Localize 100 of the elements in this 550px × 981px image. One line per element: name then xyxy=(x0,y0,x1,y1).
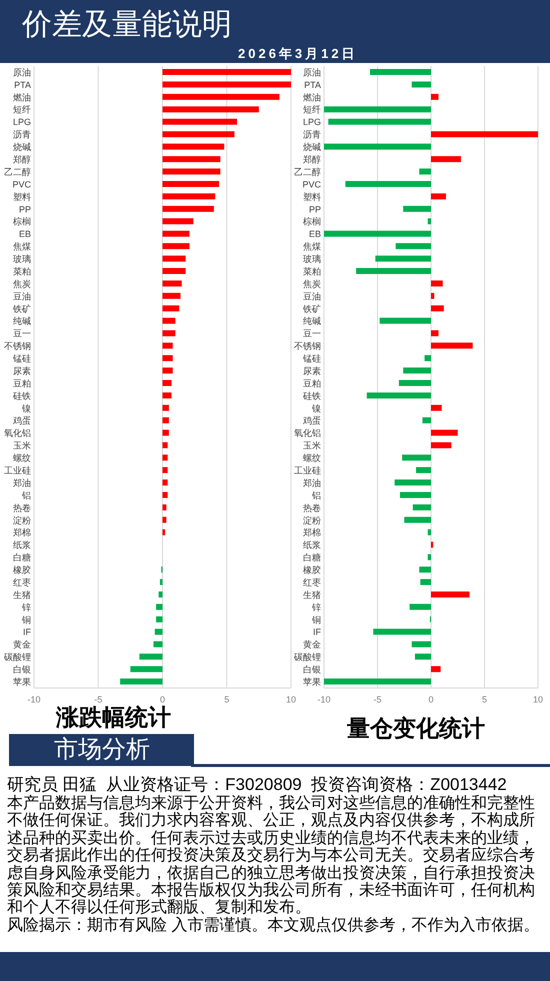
y-tick-label: 郑棉 xyxy=(303,528,321,538)
bar xyxy=(162,106,259,112)
bar xyxy=(414,654,431,660)
bar xyxy=(162,180,220,187)
y-tick-label: 纯碱 xyxy=(13,316,31,326)
y-tick-label: 尿素 xyxy=(13,366,31,376)
y-tick-label: 短纤 xyxy=(13,104,31,115)
y-tick-label: LPG xyxy=(302,117,321,128)
y-tick-label: 硅铁 xyxy=(302,390,321,401)
y-tick-label: 玻璃 xyxy=(303,254,321,264)
bar xyxy=(162,355,173,362)
bar xyxy=(162,81,291,88)
y-tick-label: 玉米 xyxy=(303,440,321,451)
y-tick-label: 短纤 xyxy=(303,104,321,115)
bar xyxy=(162,404,169,411)
bar xyxy=(162,305,180,312)
y-tick-label: 豆粕 xyxy=(13,378,31,388)
bar xyxy=(162,504,166,510)
y-tick-label: 白银 xyxy=(303,664,321,675)
bar xyxy=(403,206,431,212)
y-tick-label: 热卷 xyxy=(303,502,321,513)
y-tick-label: 尿素 xyxy=(303,366,321,376)
y-tick-label: 白糖 xyxy=(303,552,321,563)
y-tick-label: 原油 xyxy=(13,67,31,78)
y-tick-label: 不锈钢 xyxy=(4,341,31,352)
x-tick-label: 5 xyxy=(482,694,488,704)
y-tick-label: 烧碱 xyxy=(303,142,321,152)
bar xyxy=(162,430,169,436)
y-tick-label: 乙二醇 xyxy=(294,166,321,177)
y-tick-label: 硅铁 xyxy=(12,390,31,401)
y-tick-label: IF xyxy=(313,627,322,638)
bar xyxy=(416,467,431,474)
y-tick-label: PTA xyxy=(14,80,31,90)
bar xyxy=(162,330,176,336)
y-tick-label: 棕榈 xyxy=(303,216,321,227)
bar xyxy=(162,492,168,498)
y-tick-label: 烧碱 xyxy=(13,142,31,152)
x-tick-label: -10 xyxy=(317,694,331,704)
bar xyxy=(156,616,162,622)
y-tick-label: 沥青 xyxy=(303,130,321,140)
bar xyxy=(431,666,441,672)
bar xyxy=(162,168,220,175)
y-tick-label: 工业硅 xyxy=(294,465,321,476)
y-tick-label: 郑醇 xyxy=(13,154,31,164)
y-tick-label: IF xyxy=(23,627,32,638)
y-tick-label: 螺纹 xyxy=(13,453,31,464)
text: 本产品数据与信息均来源于公开资料，我公司对这些信息的准确性和完整性不做任何保证。我们力求内容客观、公正，观点及内容仅供参考，不构成所述品种的买卖出价。任何表示过去或历史业绩的信息均不代表未来的业绩，交易者据此作出的任何投资决策及交易行为与本公司无关。交易者应综合考虑自身风险承受能力，依据自己的独立思考做出投资决策，自行承担投资决策风险和交易结果。本报告版权仅为我公司所有，未经书面许可，任何机构和个人不得以任何形式翻版、复制和发布。 xyxy=(7,795,536,916)
y-tick-label: 锰硅 xyxy=(12,354,31,364)
y-tick-label: 氧化铝 xyxy=(4,428,31,438)
y-tick-label: 铁矿 xyxy=(12,304,31,314)
bar xyxy=(324,106,431,112)
y-tick-label: 塑料 xyxy=(13,192,31,202)
y-tick-label: 焦煤 xyxy=(303,242,321,252)
y-tick-label: 焦炭 xyxy=(303,278,321,289)
y-tick-label: 淀粉 xyxy=(303,515,321,526)
bar xyxy=(324,230,431,237)
bar xyxy=(431,131,538,138)
x-tick-label: 0 xyxy=(160,694,166,704)
bar xyxy=(162,342,173,349)
y-tick-label: 鸡蛋 xyxy=(302,416,321,426)
x-tick-label: 10 xyxy=(532,694,544,704)
y-tick-label: 淀粉 xyxy=(13,515,31,526)
y-tick-label: 原油 xyxy=(303,67,321,78)
y-tick-label: 不锈钢 xyxy=(294,341,321,352)
y-tick-label: 苹果 xyxy=(303,676,321,687)
bar xyxy=(431,193,446,200)
text: 市场分析 xyxy=(54,736,150,764)
text: 涨跌幅统计 xyxy=(56,705,171,731)
bar xyxy=(162,268,186,274)
bar xyxy=(162,368,173,374)
y-tick-label: 玻璃 xyxy=(13,254,31,264)
y-tick-label: 镍 xyxy=(21,403,31,414)
bar xyxy=(162,392,172,398)
y-tick-label: 碳酸锂 xyxy=(293,652,321,662)
bar xyxy=(373,628,431,635)
bar xyxy=(403,368,431,374)
bar xyxy=(431,330,438,336)
y-tick-label: PP xyxy=(308,204,321,214)
y-tick-label: LPG xyxy=(12,117,31,128)
y-tick-label: 沥青 xyxy=(13,130,31,140)
bar xyxy=(404,516,431,523)
y-tick-label: 玉米 xyxy=(13,440,31,451)
bar xyxy=(130,666,162,672)
bar xyxy=(366,392,431,398)
y-tick-label: 铜 xyxy=(21,614,31,625)
bar xyxy=(162,442,168,448)
y-tick-label: 螺纹 xyxy=(303,453,321,464)
bar xyxy=(162,193,216,200)
x-tick-label: -10 xyxy=(27,694,41,704)
bar xyxy=(162,480,168,486)
bar xyxy=(402,454,431,461)
y-tick-label: 铝 xyxy=(21,490,31,500)
y-tick-label: 燃油 xyxy=(303,92,321,102)
y-tick-label: EB xyxy=(308,229,321,240)
y-tick-label: 菜粕 xyxy=(13,266,31,276)
x-tick-label: 10 xyxy=(286,694,296,704)
y-tick-label: 白糖 xyxy=(13,552,31,563)
y-tick-label: 黄金 xyxy=(303,640,321,650)
bar xyxy=(431,292,434,299)
bar xyxy=(431,156,461,162)
